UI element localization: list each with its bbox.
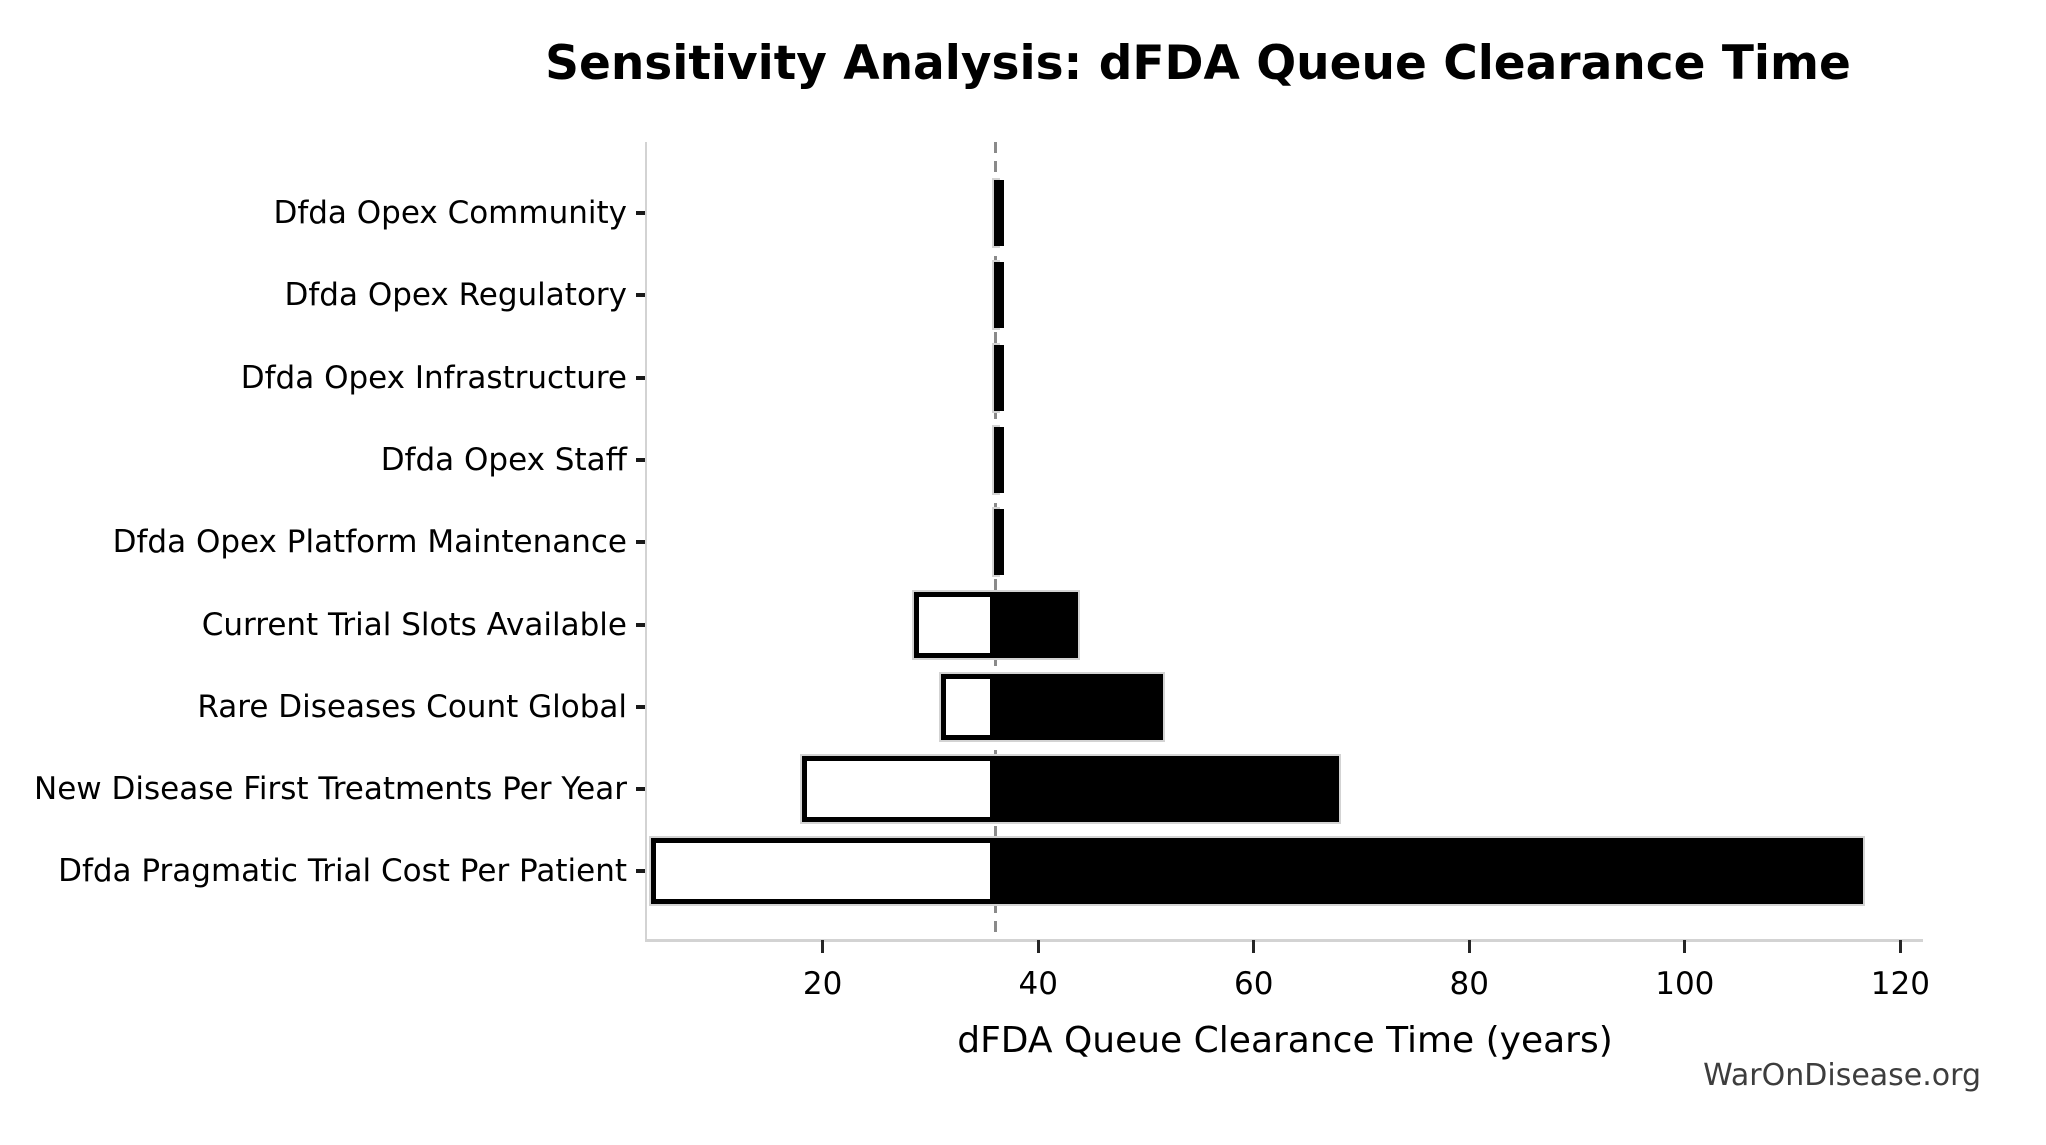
y-tick-mark [636,375,645,380]
y-tick-mark [636,293,645,298]
y-tick-mark [636,787,645,792]
tornado-bar-low-segment [941,673,996,740]
x-axis-label: dFDA Queue Clearance Time (years) [957,1020,1613,1061]
category-label: Dfda Opex Regulatory [284,277,627,314]
category-label: Dfda Opex Staff [380,441,627,478]
category-label: Dfda Pragmatic Trial Cost Per Patient [58,853,627,890]
x-tick-label: 60 [1234,966,1274,1002]
y-tick-mark [636,457,645,462]
x-tick-mark [1036,940,1040,953]
x-tick-mark [1467,940,1471,953]
category-label: Rare Diseases Count Global [197,688,627,725]
tornado-bar-low-segment [993,426,1004,493]
category-label: Current Trial Slots Available [201,606,627,643]
y-tick-mark [636,704,645,709]
watermark-text: WarOnDisease.org [1703,1058,1981,1093]
tornado-bar-low-segment [993,344,1004,411]
x-tick-label: 100 [1655,966,1715,1002]
x-tick-label: 80 [1449,966,1490,1002]
tornado-bar-low-segment [914,591,996,658]
y-axis-spine [645,142,647,941]
x-tick-mark [1898,940,1902,953]
x-tick-mark [821,940,825,953]
category-label: Dfda Opex Community [273,195,627,231]
x-tick-label: 120 [1870,966,1930,1002]
y-tick-mark [636,622,645,627]
tornado-bar-low-segment [651,838,996,905]
category-label: Dfda Opex Platform Maintenance [112,524,627,561]
x-tick-label: 40 [1018,966,1058,1002]
tornado-bar-low-segment [993,180,1004,246]
y-tick-mark [636,211,645,215]
x-tick-mark [1683,940,1687,953]
tornado-bar-low-segment [802,756,996,823]
tornado-bar-low-segment [993,509,1004,576]
x-tick-label: 20 [802,966,843,1002]
category-label: Dfda Opex Infrastructure [240,359,627,396]
x-axis-spine [645,939,1923,942]
category-label: New Disease First Treatments Per Year [34,771,627,808]
tornado-bar-low-segment [993,262,1004,329]
chart-title: Sensitivity Analysis: dFDA Queue Clearan… [545,36,1851,91]
y-tick-mark [636,869,645,874]
y-tick-mark [636,540,645,545]
x-tick-mark [1252,940,1256,953]
